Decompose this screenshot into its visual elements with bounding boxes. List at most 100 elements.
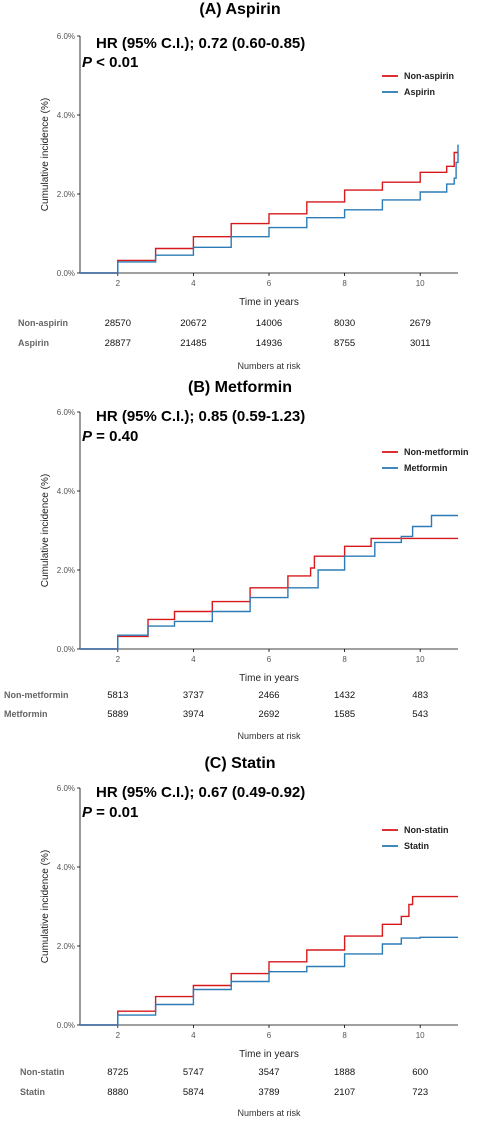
legend-label: Non-aspirin <box>404 71 454 81</box>
p-symbol: P <box>82 428 93 445</box>
chart-panel-1: (A) Aspirin 0.0% 2.0% 4.0% 6.0% 2 4 6 8 10 Time in… <box>18 1 459 371</box>
risk-value: 2692 <box>258 709 279 720</box>
risk-row-label: Non-aspirin <box>18 318 68 328</box>
x-axis-label: Time in years <box>239 1049 299 1060</box>
x-tick-label: 8 <box>342 279 347 288</box>
y-axis-label: Cumulative incidence (%) <box>40 474 51 587</box>
y-tick-label: 4.0% <box>57 863 75 872</box>
x-tick-label: 10 <box>416 655 425 664</box>
risk-row-label: Non-statin <box>20 1067 65 1077</box>
panel-title: (B) Metformin <box>188 379 292 396</box>
risk-value: 14006 <box>256 318 282 329</box>
risk-value: 3011 <box>410 338 430 349</box>
risk-value: 1432 <box>334 690 355 701</box>
y-axis-label: Cumulative incidence (%) <box>40 98 51 211</box>
x-tick-label: 10 <box>416 279 425 288</box>
panel-title: (A) Aspirin <box>199 1 280 18</box>
x-tick-label: 4 <box>191 1031 196 1040</box>
y-axis-label: Cumulative incidence (%) <box>40 850 51 963</box>
y-tick-label: 4.0% <box>57 487 75 496</box>
y-tick-label: 0.0% <box>57 645 75 654</box>
risk-value: 28877 <box>105 338 131 349</box>
panel-title: (C) Statin <box>204 755 275 772</box>
y-tick-label: 4.0% <box>57 111 75 120</box>
risk-value: 14936 <box>256 338 282 349</box>
risk-value: 2107 <box>334 1087 355 1098</box>
p-value: = 0.40 <box>92 428 138 445</box>
chart-panel-3: (C) Statin 0.0% 2.0% 4.0% 6.0% 2 4 6 8 10 Time in … <box>20 755 458 1118</box>
hazard-ratio-text: HR (95% C.I.); 0.67 (0.49-0.92) <box>96 784 305 801</box>
p-symbol: P <box>82 804 93 821</box>
p-symbol: P <box>82 54 93 71</box>
risk-row-label: Metformin <box>4 709 48 719</box>
risk-value: 3737 <box>183 690 204 701</box>
series-line-treatment <box>80 936 458 1026</box>
x-tick-label: 2 <box>116 279 121 288</box>
series-line-reference <box>80 151 458 274</box>
legend-label: Non-metformin <box>404 447 469 457</box>
hazard-ratio-text: HR (95% C.I.); 0.72 (0.60-0.85) <box>96 35 305 52</box>
risk-value: 600 <box>412 1067 428 1078</box>
x-tick-label: 6 <box>267 1031 272 1040</box>
p-value: < 0.01 <box>92 54 138 71</box>
risk-value: 5747 <box>183 1067 204 1078</box>
hazard-ratio-text: HR (95% C.I.); 0.85 (0.59-1.23) <box>96 408 305 425</box>
y-tick-label: 2.0% <box>57 190 75 199</box>
x-tick-label: 10 <box>416 1031 425 1040</box>
legend-label: Metformin <box>404 463 448 473</box>
risk-row-label: Non-metformin <box>4 690 69 700</box>
risk-row-label: Aspirin <box>18 338 49 348</box>
y-tick-label: 2.0% <box>57 566 75 575</box>
series-line-reference <box>80 895 458 1026</box>
risk-value: 2679 <box>410 318 431 329</box>
risk-table-footer: Numbers at risk <box>237 1108 301 1118</box>
risk-value: 5874 <box>183 1087 204 1098</box>
legend-label: Statin <box>404 841 429 851</box>
y-tick-label: 6.0% <box>57 784 75 793</box>
risk-value: 8725 <box>107 1067 128 1078</box>
risk-value: 5813 <box>107 690 128 701</box>
risk-row-label: Statin <box>20 1087 45 1097</box>
y-tick-label: 6.0% <box>57 408 75 417</box>
x-tick-label: 2 <box>116 1031 121 1040</box>
risk-value: 2466 <box>258 690 279 701</box>
x-tick-label: 6 <box>267 279 272 288</box>
p-value-text: P < 0.01 <box>82 54 138 71</box>
x-tick-label: 2 <box>116 655 121 664</box>
risk-value: 5889 <box>107 709 128 720</box>
risk-value: 20672 <box>180 318 206 329</box>
risk-value: 483 <box>412 690 428 701</box>
x-axis-label: Time in years <box>239 297 299 308</box>
series-line-treatment <box>80 514 458 650</box>
risk-value: 8880 <box>107 1087 128 1098</box>
risk-table-footer: Numbers at risk <box>237 361 301 371</box>
risk-table-footer: Numbers at risk <box>237 731 301 741</box>
y-tick-label: 0.0% <box>57 1021 75 1030</box>
risk-value: 28570 <box>105 318 131 329</box>
risk-value: 1585 <box>334 709 355 720</box>
x-tick-label: 8 <box>342 1031 347 1040</box>
x-tick-label: 6 <box>267 655 272 664</box>
legend-label: Aspirin <box>404 87 435 97</box>
risk-value: 1888 <box>334 1067 355 1078</box>
risk-value: 3974 <box>183 709 204 720</box>
chart-panel-2: (B) Metformin 0.0% 2.0% 4.0% 6.0% 2 4 6 8 10 Time … <box>4 379 469 741</box>
x-tick-label: 8 <box>342 655 347 664</box>
risk-value: 3547 <box>258 1067 279 1078</box>
p-value: = 0.01 <box>92 804 138 821</box>
risk-value: 3789 <box>258 1087 279 1098</box>
legend-label: Non-statin <box>404 825 449 835</box>
y-tick-label: 0.0% <box>57 269 75 278</box>
x-tick-label: 4 <box>191 655 196 664</box>
y-tick-label: 6.0% <box>57 32 75 41</box>
risk-value: 21485 <box>180 338 206 349</box>
risk-value: 543 <box>412 709 428 720</box>
risk-value: 723 <box>412 1087 428 1098</box>
x-axis-label: Time in years <box>239 673 299 684</box>
series-line-reference <box>80 537 458 650</box>
y-tick-label: 2.0% <box>57 942 75 951</box>
p-value-text: P = 0.01 <box>82 804 138 821</box>
risk-value: 8030 <box>334 318 355 329</box>
